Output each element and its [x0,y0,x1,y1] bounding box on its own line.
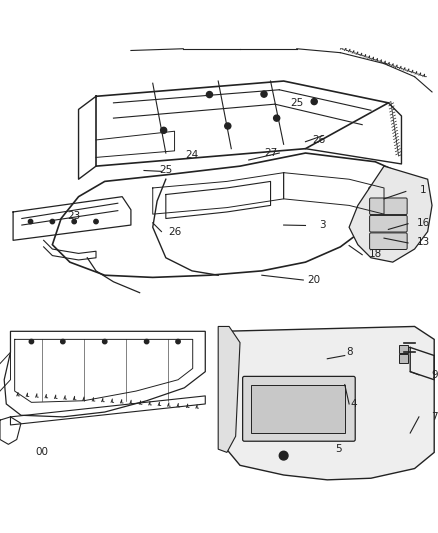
Text: 9: 9 [431,370,438,380]
Text: 4: 4 [350,399,357,409]
Circle shape [261,91,267,97]
Text: 27: 27 [264,148,277,158]
Polygon shape [218,326,240,453]
Circle shape [28,220,33,224]
Circle shape [176,340,180,344]
FancyBboxPatch shape [370,215,407,232]
Circle shape [206,92,212,98]
Text: 18: 18 [369,249,382,259]
FancyBboxPatch shape [370,233,407,249]
Circle shape [311,99,317,104]
FancyBboxPatch shape [399,354,408,363]
Text: 25: 25 [290,98,304,108]
Text: 8: 8 [346,348,353,357]
Circle shape [72,220,76,224]
FancyBboxPatch shape [399,345,408,353]
Text: 1: 1 [420,185,427,195]
Circle shape [94,220,98,224]
Text: 24: 24 [185,150,199,160]
Circle shape [161,127,167,133]
Text: 23: 23 [67,211,81,221]
Text: 25: 25 [159,165,173,175]
Text: 26: 26 [168,227,181,237]
Circle shape [29,340,34,344]
Polygon shape [223,326,434,480]
Circle shape [225,123,231,129]
Text: 13: 13 [417,238,430,247]
Text: 20: 20 [307,276,321,286]
Text: 26: 26 [312,135,325,145]
FancyBboxPatch shape [370,198,407,215]
Circle shape [50,220,55,224]
Circle shape [102,340,107,344]
Text: 00: 00 [35,447,48,457]
Text: 16: 16 [417,218,430,228]
Circle shape [60,340,65,344]
Circle shape [274,115,280,121]
Text: 3: 3 [320,220,326,230]
Text: 7: 7 [431,412,438,422]
Text: 5: 5 [335,444,342,454]
Polygon shape [251,385,345,433]
Polygon shape [349,166,432,262]
Circle shape [145,340,149,344]
Circle shape [279,451,288,460]
FancyBboxPatch shape [243,376,355,441]
